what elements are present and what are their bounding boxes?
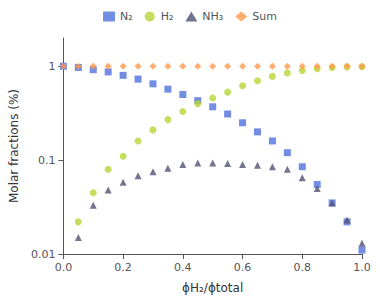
svg-text:H₂: H₂ xyxy=(161,10,174,23)
svg-text:Sum: Sum xyxy=(252,10,277,23)
svg-text:1.0: 1.0 xyxy=(353,261,371,274)
svg-text:N₂: N₂ xyxy=(120,10,133,23)
svg-text:0.1: 0.1 xyxy=(38,154,56,167)
svg-text:0.4: 0.4 xyxy=(174,261,192,274)
svg-text:0.6: 0.6 xyxy=(234,261,252,274)
svg-text:0.0: 0.0 xyxy=(55,261,72,274)
svg-text:0.01: 0.01 xyxy=(31,248,56,261)
svg-text:0.2: 0.2 xyxy=(114,261,132,274)
svg-text:Molar fractions (%): Molar fractions (%) xyxy=(7,89,21,203)
svg-text:1: 1 xyxy=(48,60,55,73)
svg-text:NH₃: NH₃ xyxy=(202,10,223,23)
svg-text:ϕH₂/ϕtotal: ϕH₂/ϕtotal xyxy=(182,281,243,295)
svg-text:0.8: 0.8 xyxy=(294,261,312,274)
